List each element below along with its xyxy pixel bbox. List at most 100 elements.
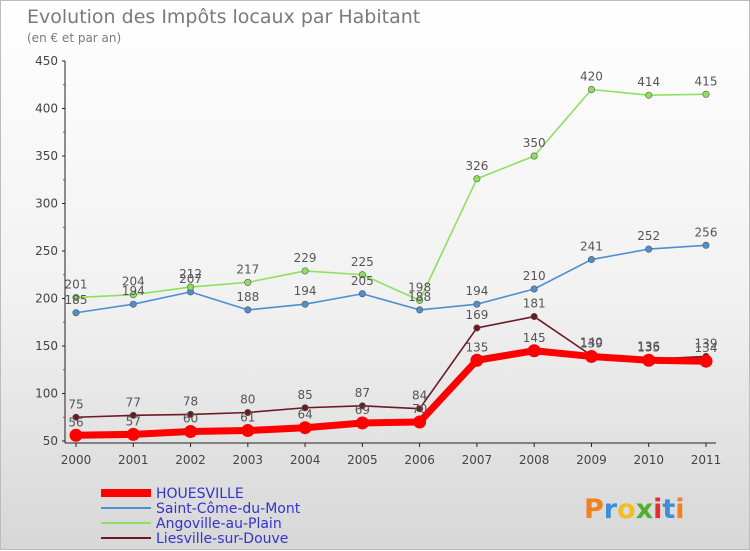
data-label: 181 [523,297,546,311]
data-point [298,421,312,435]
series-layer [69,86,713,442]
data-label: 420 [580,70,603,84]
data-point [645,91,653,99]
data-point [72,413,80,421]
data-label: 210 [523,269,546,283]
legend-label-1: Saint-Côme-du-Mont [156,501,301,517]
data-label: 75 [68,397,83,411]
logo-letter: i [675,494,684,525]
x-tick-label: 2009 [576,453,607,467]
data-point [358,290,366,298]
x-tick-label: 2004 [290,453,321,467]
data-point [699,354,713,368]
data-point [126,427,140,441]
logo-letter: P [584,494,604,525]
data-label: 256 [695,225,718,239]
y-tick-label: 250 [35,244,58,258]
x-tick-label: 2006 [404,453,435,467]
legend-label-3: Liesville-sur-Douve [156,531,288,547]
data-label: 185 [65,293,88,307]
data-label: 139 [580,336,603,350]
data-point [470,353,484,367]
data-point [527,344,541,358]
chart-title: Evolution des Impôts locaux par Habitant [27,6,420,28]
data-label: 69 [355,403,370,417]
data-label: 61 [240,411,255,425]
data-label: 201 [65,278,88,292]
x-tick-label: 2001 [118,453,149,467]
legend: HOUESVILLESaint-Côme-du-MontAngoville-au… [101,486,301,547]
data-point [358,271,366,279]
logo-letter: i [653,494,662,525]
data-point [473,300,481,308]
data-point [416,405,424,413]
data-label: 139 [695,336,718,350]
data-label: 70 [412,402,427,416]
data-label: 217 [236,262,259,276]
data-label: 87 [355,386,370,400]
series-line-0 [75,347,707,439]
x-tick-label: 2003 [233,453,264,467]
data-label: 84 [412,389,427,403]
x-tick-label: 2010 [633,453,664,467]
data-point [473,324,481,332]
data-label: 80 [240,393,255,407]
data-point [244,278,252,286]
data-label: 194 [465,284,488,298]
y-tick-label: 450 [35,54,58,68]
series-line-2 [75,88,707,302]
data-label: 350 [523,136,546,150]
data-point [241,424,255,438]
data-label: 252 [637,229,660,243]
proxiti-logo: Proxiti [584,494,685,525]
data-point [473,175,481,183]
legend-label-0: HOUESVILLE [156,486,244,502]
data-labels: 56 57 60 61 64 69 70 135 145 139 135 134 185 194 207 18… [65,70,718,430]
x-tick-label: 2011 [691,453,722,467]
data-label: 415 [695,74,718,88]
data-point [416,306,424,314]
data-point [244,408,252,416]
x-tick-label: 2000 [61,453,92,467]
data-point [530,285,538,293]
data-point [530,313,538,321]
data-point [69,428,83,442]
data-label: 57 [126,414,141,428]
data-point [129,411,137,419]
data-point [129,300,137,308]
data-label: 188 [408,290,431,304]
data-label: 56 [68,415,83,429]
data-point [702,241,710,249]
data-point [187,410,195,418]
y-tick-label: 50 [43,434,58,448]
data-label: 326 [465,159,488,173]
y-tick-label: 350 [35,149,58,163]
data-point [72,294,80,302]
data-label: 60 [183,412,198,426]
data-label: 85 [297,388,312,402]
logo-letter: o [617,494,636,525]
data-label: 136 [637,339,660,353]
data-point [416,296,424,304]
data-label: 188 [236,290,259,304]
series-line-1 [75,244,707,314]
data-label: 207 [179,272,202,286]
x-tick-label: 2008 [519,453,550,467]
x-tick-label: 2005 [347,453,378,467]
data-label: 204 [122,275,145,289]
data-label: 134 [695,341,718,355]
data-point [301,267,309,275]
data-label: 198 [408,280,431,294]
data-point [413,415,427,429]
data-label: 205 [351,274,374,288]
data-label: 169 [465,308,488,322]
data-point [301,300,309,308]
data-point [187,283,195,291]
data-label: 145 [523,331,546,345]
data-point [642,353,656,367]
data-point [584,349,598,363]
data-label: 194 [294,284,317,298]
data-label: 225 [351,255,374,269]
data-point [587,256,595,264]
